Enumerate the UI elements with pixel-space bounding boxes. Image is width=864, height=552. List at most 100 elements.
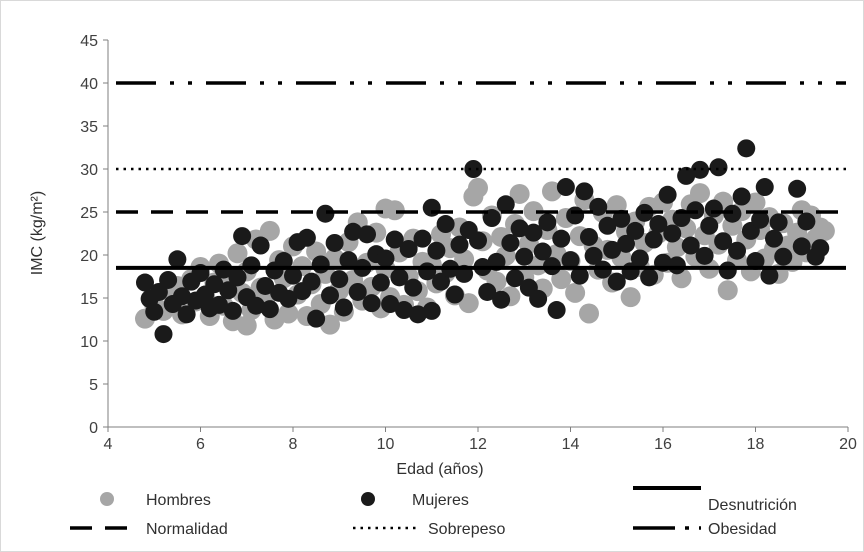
mujeres-point [506,269,524,288]
mujeres-point [381,295,400,314]
mujeres-point [358,225,376,244]
x-tick-label: 10 [377,436,395,453]
mujeres-point [524,223,543,242]
mujeres-point [788,179,807,198]
mujeres-point [159,270,178,289]
x-tick-label: 12 [469,436,487,453]
x-tick-label: 16 [654,436,672,453]
mujeres-point [584,246,603,265]
mujeres-point [177,305,196,324]
legend-normalidad-label: Normalidad [146,521,228,538]
mujeres-point [765,229,783,248]
mujeres-point [478,282,497,301]
y-tick-label: 20 [80,248,98,265]
mujeres-point [413,229,432,248]
mujeres-point [709,158,728,177]
x-tick-label: 8 [289,436,298,453]
y-tick-label: 10 [80,334,98,351]
mujeres-point [432,272,450,291]
mujeres-point [173,287,191,306]
mujeres-point [603,240,622,259]
mujeres-point [399,239,418,258]
y-tick-label: 15 [80,291,98,308]
legend: Hombres Mujeres Desnutrición Normalidad Sobr… [70,486,797,538]
hombres-point [690,183,710,204]
y-axis-label: IMC (kg/m²) [29,191,46,275]
hombres-point [236,315,257,336]
mujeres-point [667,256,686,275]
mujeres-point [210,295,228,314]
mujeres-point [344,222,363,241]
mujeres-point [529,289,548,308]
y-tick-label: 5 [89,377,98,394]
y-tick-label: 45 [80,33,98,50]
x-tick-label: 4 [104,436,113,453]
mujeres-point [279,289,298,308]
hombres-point [814,220,835,241]
legend-obesidad-label: Obesidad [708,521,777,538]
y-tick-label: 25 [80,205,98,222]
x-tick-label: 20 [839,436,857,453]
hombres-point [620,287,641,308]
mujeres-point [538,213,557,232]
mujeres-point [695,246,714,265]
mujeres-point [640,268,659,287]
hombres-point [565,282,586,303]
y-tick-label: 0 [89,420,98,437]
mujeres-point [390,268,409,287]
mujeres-point [427,241,446,260]
x-tick-label: 6 [196,436,205,453]
mujeres-point [385,230,404,249]
mujeres-point [792,237,811,256]
mujeres-point [589,197,608,216]
mujeres-point [228,268,247,287]
mujeres-point [797,212,816,231]
mujeres-point [677,166,696,185]
y-tick-label: 40 [80,76,98,93]
mujeres-point [501,233,520,252]
mujeres-point [260,300,279,319]
mujeres-point [219,281,238,300]
mujeres-point [769,213,788,232]
x-axis-label: Edad (años) [396,461,483,478]
mujeres-point [408,305,427,324]
mujeres-point [658,185,677,204]
mujeres-point [284,266,302,285]
hombres-point [454,249,475,270]
mujeres-point [746,252,765,271]
mujeres-point [154,325,173,344]
mujeres-point [251,236,270,255]
mujeres-point [330,270,349,289]
mujeres-point [732,187,751,206]
mujeres-point [556,178,575,197]
mujeres-point [510,219,529,238]
hombres-point [384,200,405,221]
legend-hombres-label: Hombres [146,492,211,509]
mujeres-point [316,204,335,223]
mujeres-point [547,301,566,320]
mujeres-point [649,215,668,234]
y-tick-label: 35 [80,119,98,136]
hombres-point [259,220,280,241]
x-tick-label: 14 [562,436,580,453]
mujeres-point [464,160,483,178]
mujeres-point [339,251,358,270]
mujeres-point [718,261,737,280]
mujeres-point [811,239,830,258]
mujeres-point [307,309,326,328]
mujeres-point [371,273,390,292]
mujeres-point [714,232,733,251]
mujeres-point [626,221,645,240]
mujeres-point [242,256,261,275]
legend-mujeres-label: Mujeres [412,492,469,509]
mujeres-point [755,178,774,197]
mujeres-point [422,301,441,320]
mujeres-point [681,236,700,255]
mujeres-point [728,241,746,260]
mujeres-point [737,139,756,158]
mujeres-point [247,296,265,315]
mujeres-point [395,301,413,320]
mujeres-point [566,206,585,225]
mujeres-point [436,215,455,234]
